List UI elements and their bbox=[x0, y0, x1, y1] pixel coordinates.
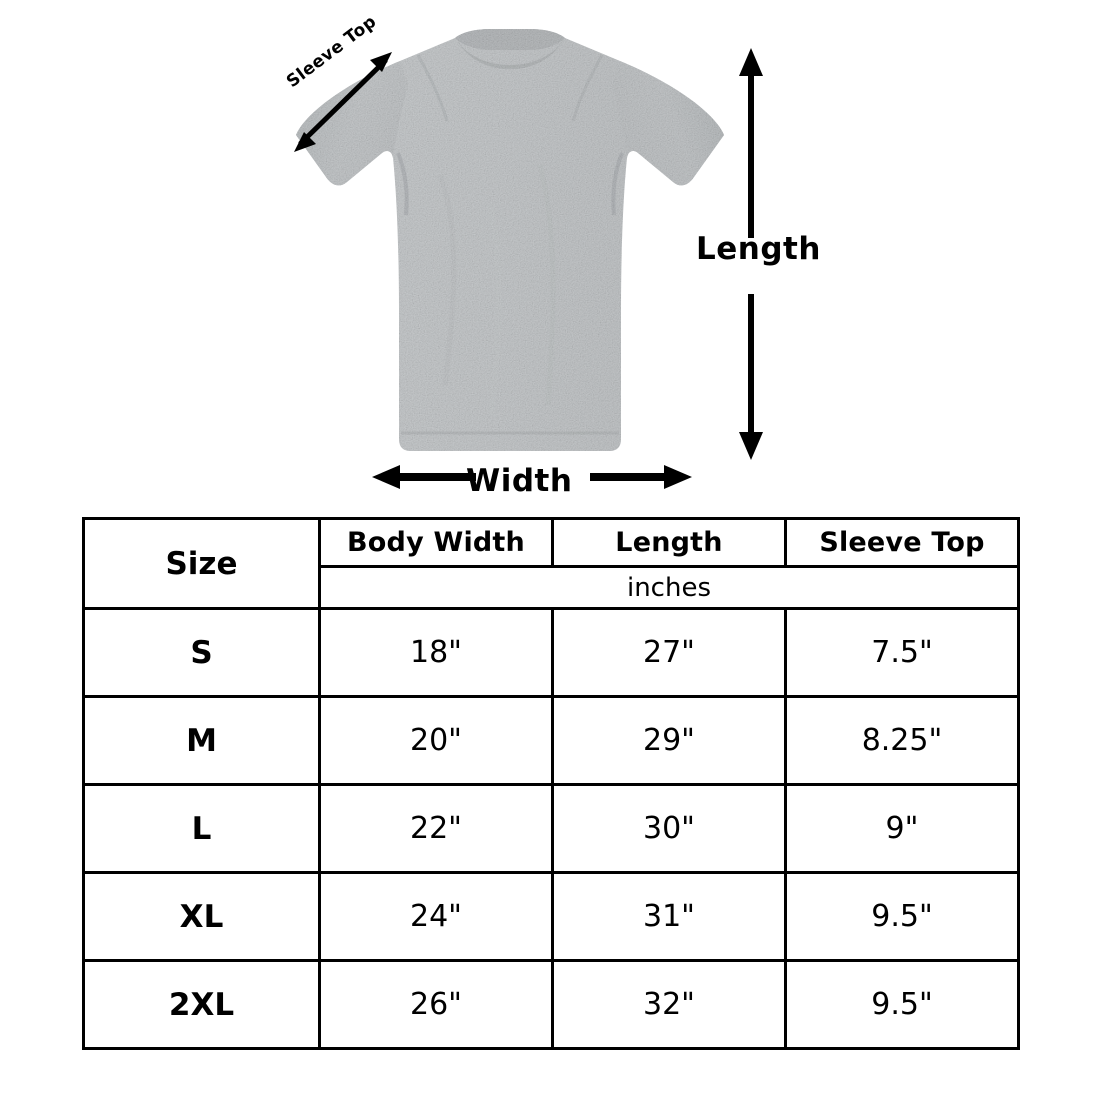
cell-body-width: 20" bbox=[318, 695, 554, 786]
cell-size: 2XL bbox=[82, 959, 321, 1050]
cell-length: 27" bbox=[551, 607, 787, 698]
cell-sleeve-top: 9.5" bbox=[784, 871, 1020, 962]
cell-length: 32" bbox=[551, 959, 787, 1050]
cell-body-width: 26" bbox=[318, 959, 554, 1050]
cell-size: M bbox=[82, 695, 321, 786]
width-dimension-arrow bbox=[372, 465, 692, 489]
table-unit-row: inches bbox=[84, 565, 1020, 610]
table-row: L 22" 30" 9" bbox=[82, 783, 1020, 874]
header-unit: inches bbox=[318, 565, 1020, 610]
cell-length: 29" bbox=[551, 695, 787, 786]
cell-body-width: 22" bbox=[318, 783, 554, 874]
cell-sleeve-top: 7.5" bbox=[784, 607, 1020, 698]
size-chart-table: Size Body Width Length Sleeve Top inches… bbox=[82, 517, 1020, 1050]
header-body-width: Body Width bbox=[318, 517, 554, 568]
tshirt-image bbox=[290, 25, 730, 457]
header-sleeve-top: Sleeve Top bbox=[784, 517, 1020, 568]
header-length: Length bbox=[551, 517, 787, 568]
cell-body-width: 18" bbox=[318, 607, 554, 698]
cell-sleeve-top: 9.5" bbox=[784, 959, 1020, 1050]
table-row: M 20" 29" 8.25" bbox=[82, 695, 1020, 786]
cell-sleeve-top: 9" bbox=[784, 783, 1020, 874]
garment-illustration: Length Width Sleeve Top bbox=[0, 0, 1100, 515]
header-size: Size bbox=[82, 517, 321, 610]
cell-size: S bbox=[82, 607, 321, 698]
length-label: Length bbox=[696, 231, 821, 267]
width-label: Width bbox=[466, 463, 573, 499]
cell-body-width: 24" bbox=[318, 871, 554, 962]
table-row: XL 24" 31" 9.5" bbox=[82, 871, 1020, 962]
cell-size: XL bbox=[82, 871, 321, 962]
length-dimension-arrow bbox=[739, 48, 763, 460]
table-header-row: Size Body Width Length Sleeve Top bbox=[82, 517, 1020, 610]
table-row: 2XL 26" 32" 9.5" bbox=[82, 959, 1020, 1050]
table-row: S 18" 27" 7.5" bbox=[82, 607, 1020, 698]
cell-length: 31" bbox=[551, 871, 787, 962]
cell-length: 30" bbox=[551, 783, 787, 874]
cell-size: L bbox=[82, 783, 321, 874]
cell-sleeve-top: 8.25" bbox=[784, 695, 1020, 786]
sleeve-top-dimension-arrow bbox=[294, 52, 392, 152]
